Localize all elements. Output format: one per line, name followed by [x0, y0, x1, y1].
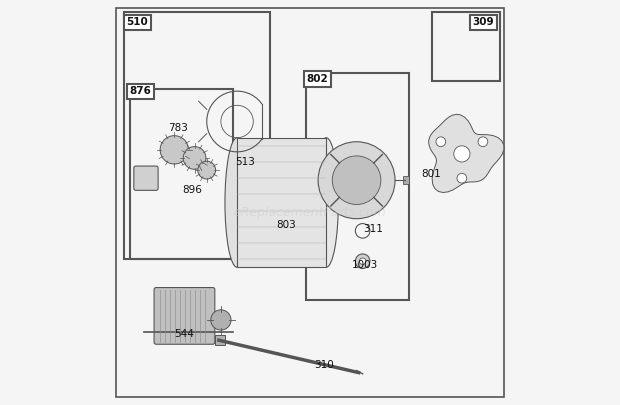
Bar	[124, 12, 270, 259]
FancyBboxPatch shape	[215, 335, 225, 345]
Circle shape	[360, 258, 366, 264]
Text: 802: 802	[306, 74, 328, 84]
Circle shape	[478, 137, 488, 147]
Circle shape	[184, 147, 206, 169]
Text: eReplacementParts.com: eReplacementParts.com	[234, 206, 386, 219]
Text: 803: 803	[276, 220, 296, 230]
FancyBboxPatch shape	[237, 138, 326, 267]
Ellipse shape	[314, 138, 339, 267]
Text: 896: 896	[183, 185, 203, 195]
Text: 876: 876	[130, 86, 152, 96]
Circle shape	[160, 136, 188, 164]
Circle shape	[436, 137, 446, 147]
Text: 309: 309	[472, 17, 494, 27]
Circle shape	[454, 146, 470, 162]
Text: 544: 544	[174, 329, 195, 339]
Text: 801: 801	[422, 169, 441, 179]
Bar	[306, 73, 409, 300]
Circle shape	[198, 161, 216, 179]
Circle shape	[457, 173, 467, 183]
FancyBboxPatch shape	[154, 288, 215, 344]
Text: 783: 783	[169, 123, 188, 132]
Circle shape	[318, 142, 395, 219]
Text: 1003: 1003	[352, 260, 378, 270]
Circle shape	[332, 156, 381, 205]
Polygon shape	[428, 114, 504, 192]
Circle shape	[355, 254, 370, 269]
Circle shape	[211, 310, 231, 330]
Text: 513: 513	[235, 157, 255, 167]
Ellipse shape	[225, 138, 249, 267]
FancyBboxPatch shape	[403, 176, 409, 184]
Text: 310: 310	[314, 360, 334, 369]
FancyBboxPatch shape	[134, 166, 158, 190]
Bar	[130, 89, 233, 259]
Bar	[432, 12, 500, 81]
Text: 510: 510	[126, 17, 148, 27]
Text: 311: 311	[363, 224, 383, 234]
